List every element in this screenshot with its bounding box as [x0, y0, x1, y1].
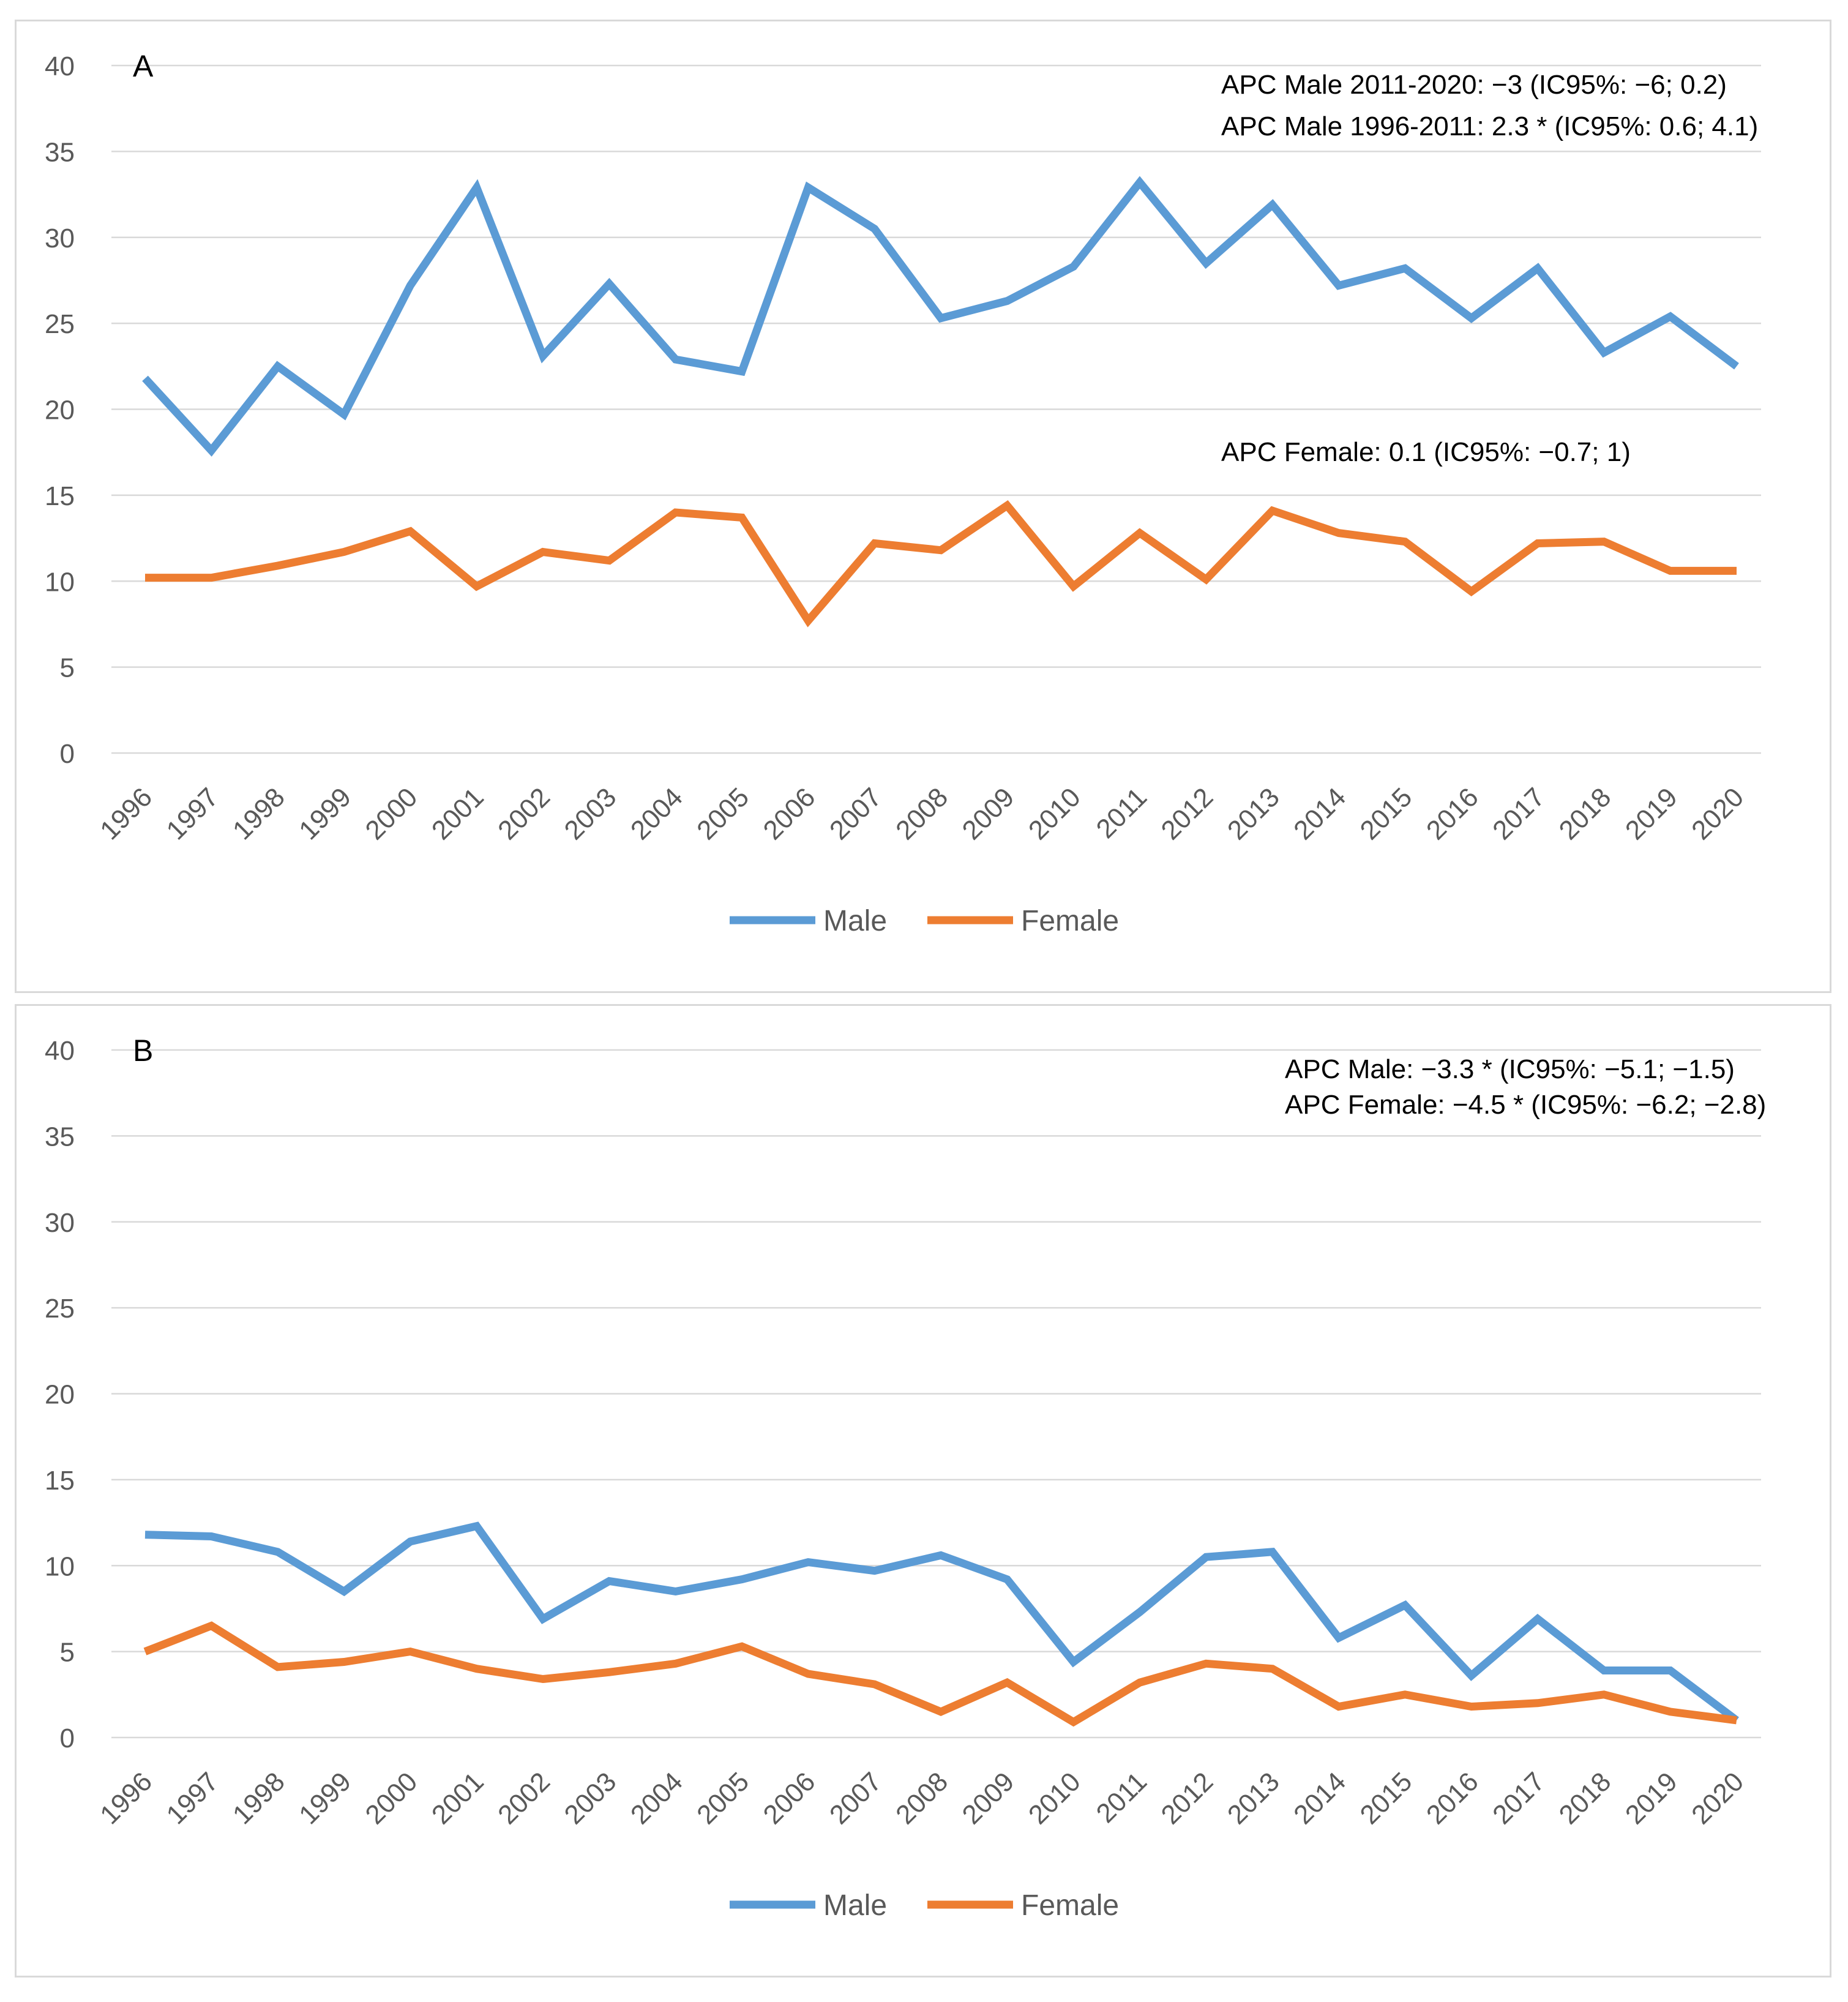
y-tick-label: 35 [45, 1122, 75, 1152]
panel-label: B [133, 1033, 153, 1068]
y-tick-label: 20 [45, 396, 75, 426]
x-tick-label: 2006 [758, 1766, 821, 1830]
y-tick-label: 30 [45, 223, 75, 253]
apc-annotation: APC Male 1996-2011: 2.3 * (IC95%: 0.6; 4… [1221, 111, 1758, 141]
apc-annotation: APC Male: −3.3 * (IC95%: −5.1; −1.5) [1285, 1054, 1735, 1084]
y-tick-label: 10 [45, 567, 75, 597]
x-tick-label: 2000 [360, 782, 424, 845]
x-tick-label: 2014 [1288, 782, 1352, 845]
x-tick-label: 1998 [227, 782, 291, 845]
x-tick-label: 2014 [1288, 1766, 1352, 1830]
legend-label-female: Female [1021, 1889, 1119, 1922]
chart-panel-a: 0 5 10 15 20 25 30 35 40 1996 1997 1998 1999 2000 2001… [15, 20, 1831, 993]
y-tick-label: 40 [45, 1036, 75, 1066]
x-tick-label: 2005 [691, 1766, 755, 1830]
series-line-male [144, 1521, 1739, 1724]
x-tick-label: 1996 [94, 782, 158, 845]
x-tick-label: 2019 [1620, 782, 1683, 845]
x-tick-label: 2001 [426, 1766, 490, 1830]
x-tick-label: 1999 [293, 782, 357, 845]
x-tick-label: 2008 [890, 782, 954, 845]
y-tick-label: 10 [45, 1551, 75, 1581]
x-tick-label: 2000 [360, 1766, 424, 1830]
legend-label-male: Male [823, 1889, 887, 1922]
y-tick-label: 35 [45, 137, 75, 167]
chart-a-svg: 0 5 10 15 20 25 30 35 40 1996 1997 1998 1999 2000 2001… [45, 49, 1761, 937]
x-tick-label: 1999 [293, 1766, 357, 1830]
x-tick-label: 2004 [625, 1766, 689, 1830]
x-tick-label: 2012 [1156, 1766, 1219, 1830]
x-tick-label: 2013 [1222, 782, 1285, 845]
x-tick-label: 2002 [492, 1766, 556, 1830]
chart-panel-b: 0 5 10 15 20 25 30 35 40 1996 1997 1998 1999 2000 2001… [15, 1004, 1831, 1978]
x-tick-label: 2010 [1023, 782, 1087, 845]
y-tick-label: 5 [60, 653, 75, 683]
x-tick-label: 2018 [1554, 1766, 1617, 1830]
legend-label-male: Male [823, 905, 887, 937]
y-tick-label: 15 [45, 1466, 75, 1496]
x-tick-label: 1998 [227, 1766, 291, 1830]
x-tick-label: 2016 [1421, 1766, 1484, 1830]
chart-b-svg: 0 5 10 15 20 25 30 35 40 1996 1997 1998 1999 2000 2001… [45, 1033, 1766, 1922]
x-tick-label: 1997 [161, 1766, 225, 1830]
y-tick-label: 15 [45, 481, 75, 511]
x-tick-label: 2008 [890, 1766, 954, 1830]
y-tick-label: 5 [60, 1638, 75, 1668]
x-tick-label: 2018 [1554, 782, 1617, 845]
x-tick-label: 2013 [1222, 1766, 1285, 1830]
x-tick-label: 2020 [1686, 1766, 1749, 1830]
legend-label-female: Female [1021, 905, 1119, 937]
x-tick-label: 2004 [625, 782, 689, 845]
y-tick-label: 25 [45, 1294, 75, 1324]
series-line-male [142, 176, 1739, 457]
x-tick-label: 2002 [492, 782, 556, 845]
apc-annotation: APC Female: −4.5 * (IC95%: −6.2; −2.8) [1285, 1090, 1766, 1120]
x-tick-label: 1997 [161, 782, 225, 845]
panel-label: A [133, 49, 154, 83]
x-tick-label: 2007 [824, 1766, 888, 1830]
x-tick-label: 2012 [1156, 782, 1219, 845]
series-line-female [143, 1621, 1737, 1727]
x-tick-label: 1996 [94, 1766, 158, 1830]
x-tick-label: 2009 [957, 1766, 1020, 1830]
x-tick-label: 2001 [426, 782, 490, 845]
apc-annotation: APC Male 2011-2020: −3 (IC95%: −6; 0.2) [1221, 70, 1727, 100]
x-tick-label: 2019 [1620, 1766, 1683, 1830]
x-tick-label: 2009 [957, 782, 1020, 845]
x-tick-label: 2020 [1686, 782, 1749, 845]
y-tick-label: 0 [60, 1723, 75, 1753]
x-tick-label: 2007 [824, 782, 888, 845]
x-tick-label: 2006 [758, 782, 821, 845]
x-tick-label: 2011 [1091, 782, 1153, 844]
y-tick-label: 30 [45, 1208, 75, 1238]
x-tick-label: 2011 [1091, 1766, 1153, 1829]
x-tick-label: 2017 [1487, 782, 1551, 845]
series-line-female [145, 500, 1737, 628]
x-tick-label: 2003 [559, 1766, 623, 1830]
x-tick-label: 2016 [1421, 782, 1484, 845]
x-tick-label: 2017 [1487, 1766, 1551, 1830]
x-tick-label: 2015 [1355, 782, 1418, 845]
y-tick-label: 40 [45, 51, 75, 81]
apc-annotation: APC Female: 0.1 (IC95%: −0.7; 1) [1221, 437, 1631, 467]
y-tick-label: 0 [60, 739, 75, 769]
x-tick-label: 2015 [1355, 1766, 1418, 1830]
x-tick-label: 2005 [691, 782, 755, 845]
x-tick-label: 2003 [559, 782, 623, 845]
y-tick-label: 25 [45, 309, 75, 339]
x-tick-label: 2010 [1023, 1766, 1087, 1830]
y-tick-label: 20 [45, 1380, 75, 1410]
